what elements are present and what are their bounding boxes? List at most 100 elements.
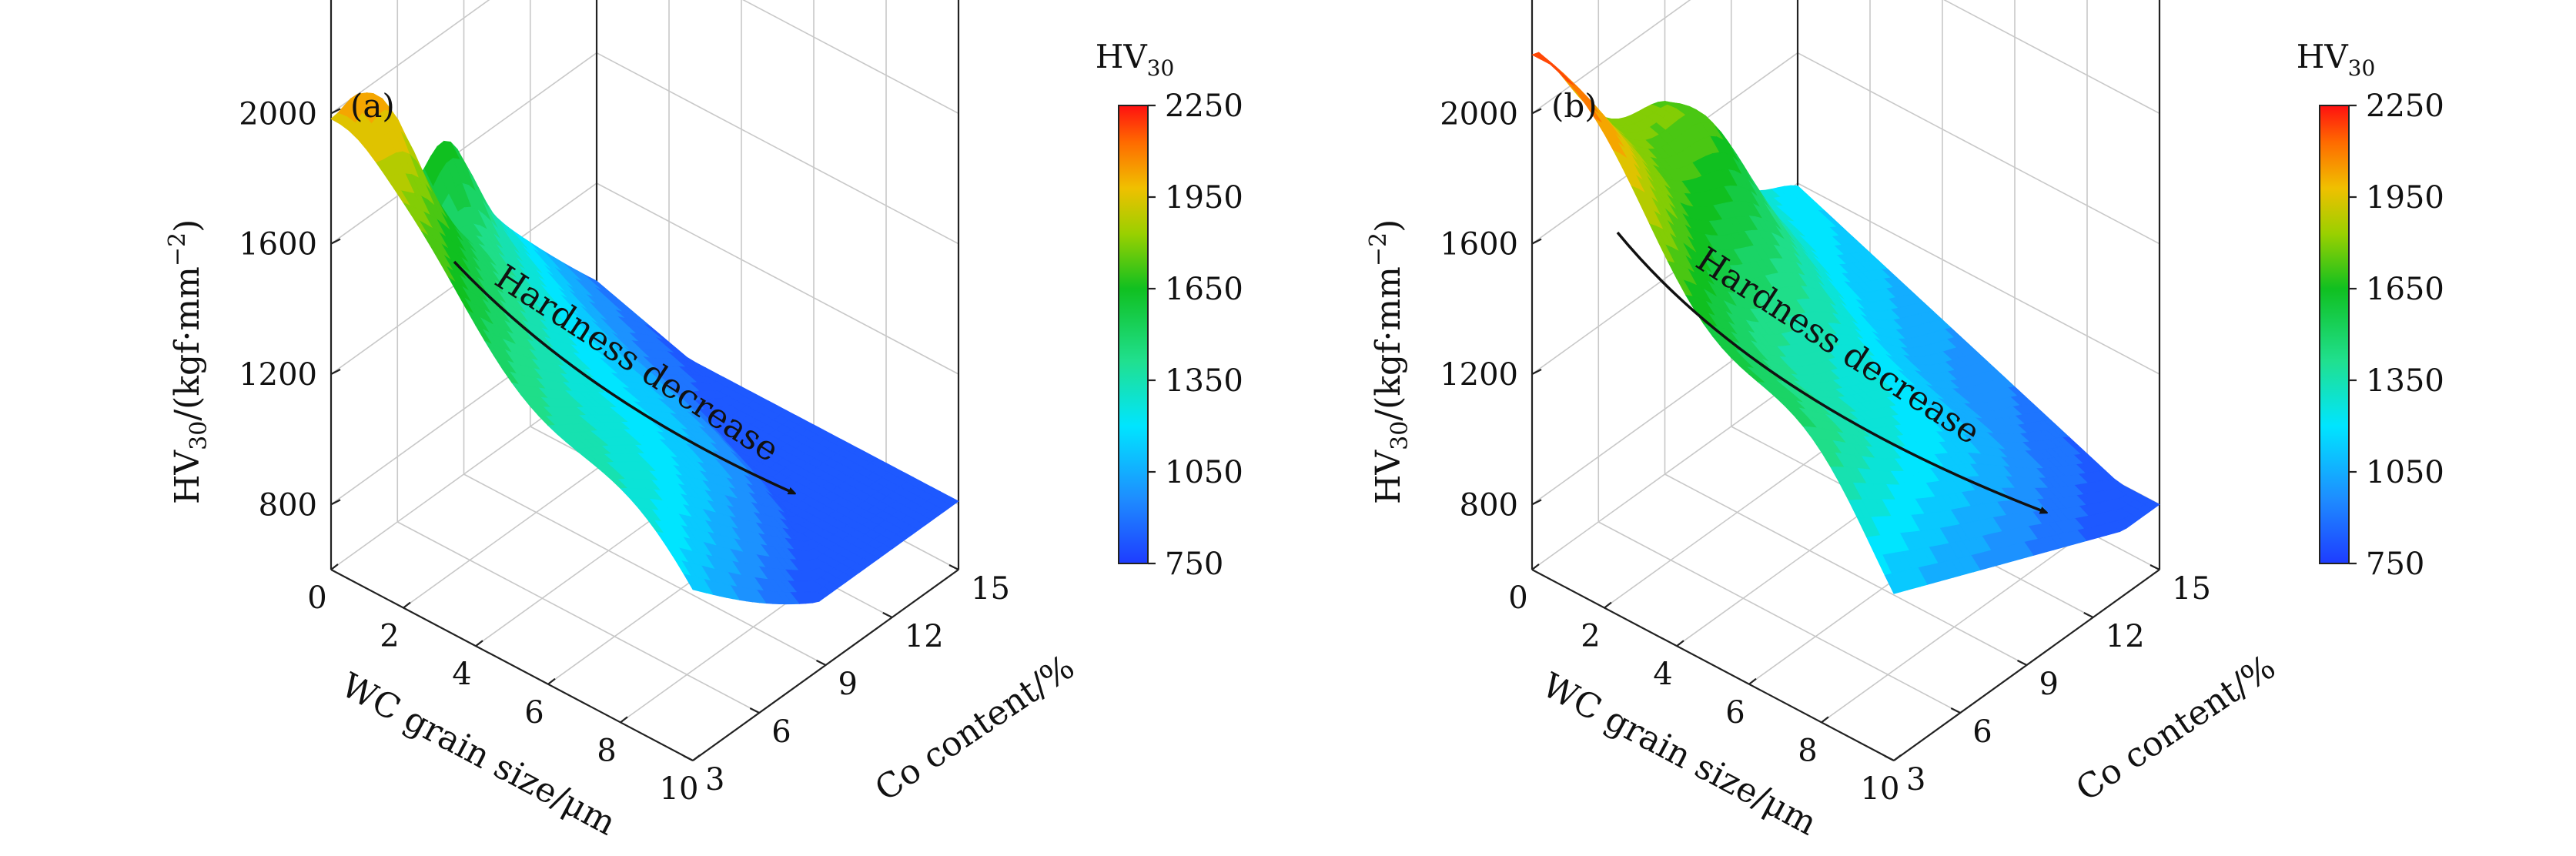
panel-a-trend-arrow <box>453 260 793 493</box>
panel-a-axes-box <box>330 0 960 761</box>
panel-b-surface <box>1531 52 2160 594</box>
grid-line <box>1664 473 2027 666</box>
x-tick-label: 6 <box>524 695 544 731</box>
x-tick-label: 10 <box>1861 771 1900 807</box>
x-tick-label: 6 <box>1725 695 1745 731</box>
grid-line <box>1943 0 2160 115</box>
panel-a-colorbar-ticks: 2250 1950 1650 1350 1050 750 <box>1148 89 1243 582</box>
grid-line <box>1597 521 1961 714</box>
panel-a-x-axis-title: WC grain size/μm <box>335 666 622 844</box>
z-tick-label: 800 <box>259 487 317 523</box>
y-tick-mark <box>1884 755 1895 761</box>
panel-b-trend-arrow <box>1616 231 2045 512</box>
x-tick-label: 0 <box>307 580 326 616</box>
colorbar-tick-label: 750 <box>2366 547 2424 582</box>
panel-b: Hardness decrease (b) HV30/(kgf·mm−2) 80… <box>1365 0 2444 843</box>
colorbar-tick-label: 1650 <box>1165 272 1243 307</box>
x-tick-mark <box>1893 754 1902 761</box>
x-tick-label: 2 <box>380 619 399 654</box>
panel-a-surface <box>330 92 959 605</box>
surface-patch <box>683 573 701 592</box>
colorbar-tick-label: 1650 <box>2366 272 2444 307</box>
z-tick-label: 2000 <box>239 96 317 132</box>
z-tick-label: 1200 <box>239 357 317 393</box>
panel-a-colorbar-title: HV30 <box>1096 38 1175 81</box>
x-tick-mark <box>1821 716 1829 724</box>
colorbar-tick-label: 2250 <box>2366 89 2444 124</box>
grid-line <box>463 473 826 666</box>
colorbar-tick-label: 2250 <box>1165 89 1243 124</box>
x-tick-mark <box>1676 640 1684 647</box>
colorbar-tick-label: 1950 <box>1165 180 1243 216</box>
x-tick-mark <box>547 677 556 685</box>
z-tick-mark <box>330 499 341 506</box>
surface-patch <box>1558 72 1575 87</box>
panel-b-y-axis-title: Co content/% <box>2069 647 2283 809</box>
panel-b-colorbar: HV30 2250 1950 1650 1350 1050 750 <box>2297 38 2444 582</box>
y-tick-mark <box>1950 707 1961 714</box>
y-tick-label: 15 <box>2172 571 2211 607</box>
z-tick-mark <box>330 108 341 115</box>
panel-a-x-ticks: 0 2 4 6 8 10 <box>307 563 701 807</box>
colorbar-tick-label: 1350 <box>2366 363 2444 399</box>
colorbar-tick-label: 1350 <box>1165 363 1243 399</box>
panel-b-z-axis-title: HV30/(kgf·mm−2) <box>1365 219 1413 504</box>
x-tick-mark <box>620 716 628 724</box>
x-tick-mark <box>475 640 483 647</box>
panel-b-colorbar-ticks: 2250 1950 1650 1350 1050 750 <box>2349 89 2444 582</box>
panel-a-label: (a) <box>350 87 395 125</box>
z-tick-label: 2400 <box>239 0 317 2</box>
x-tick-mark <box>1748 677 1757 685</box>
z-tick-label: 1200 <box>1440 357 1518 393</box>
y-tick-label: 12 <box>2106 619 2145 654</box>
z-tick-label: 800 <box>1460 487 1518 523</box>
surface-patch <box>1550 64 1567 78</box>
z-tick-label: 1600 <box>1440 227 1518 262</box>
grid-line <box>1797 52 2160 245</box>
panel-a-colorbar-gradient <box>1118 105 1149 564</box>
panel-b-x-ticks: 0 2 4 6 8 10 <box>1508 563 1902 807</box>
x-tick-label: 0 <box>1508 580 1527 616</box>
x-tick-mark <box>403 601 411 609</box>
panel-b-colorbar-gradient <box>2319 105 2350 564</box>
panel-b-y-ticks: 3 6 9 12 15 <box>1884 564 2211 797</box>
grid-line <box>1797 182 2160 375</box>
colorbar-tick-label: 750 <box>1165 547 1223 582</box>
y-tick-label: 3 <box>1906 762 1925 797</box>
colorbar-tick-label: 1050 <box>2366 455 2444 490</box>
x-tick-label: 4 <box>452 657 471 692</box>
z-tick-mark <box>1531 499 1542 506</box>
y-tick-label: 3 <box>705 762 724 797</box>
panel-b-z-ticks: 800 1200 1600 2000 2400 <box>1440 0 1542 523</box>
y-tick-mark <box>882 612 893 618</box>
y-tick-mark <box>749 707 760 714</box>
panel-a-z-axis-title: HV30/(kgf·mm−2) <box>164 219 212 504</box>
y-tick-label: 12 <box>905 619 944 654</box>
z-tick-mark <box>1531 238 1542 245</box>
y-tick-label: 6 <box>771 714 791 750</box>
x-tick-mark <box>1604 601 1612 609</box>
y-tick-label: 15 <box>971 571 1010 607</box>
z-tick-label: 1600 <box>239 227 317 262</box>
panel-a-y-axis-title: Co content/% <box>868 647 1082 809</box>
y-tick-mark <box>948 564 959 570</box>
z-tick-mark <box>330 369 341 375</box>
y-tick-mark <box>683 755 694 761</box>
x-tick-label: 4 <box>1653 657 1672 692</box>
x-axis-line <box>1531 569 1895 761</box>
z-tick-mark <box>1531 369 1542 375</box>
y-tick-label: 9 <box>838 667 858 702</box>
x-tick-label: 8 <box>1798 733 1817 768</box>
surface-patch <box>1884 573 1902 594</box>
panel-a-y-ticks: 3 6 9 12 15 <box>683 564 1010 797</box>
x-tick-mark <box>330 563 339 570</box>
x-tick-label: 8 <box>597 733 616 768</box>
y-tick-mark <box>2149 564 2160 570</box>
z-tick-mark <box>1531 108 1542 115</box>
x-tick-label: 10 <box>660 771 699 807</box>
panel-a-z-ticks: 800 1200 1600 2000 2400 <box>239 0 341 523</box>
colorbar-tick-label: 1950 <box>2366 180 2444 216</box>
panel-a: Hardness decrease (a) HV30/(kgf·mm−2) 80… <box>164 0 1243 843</box>
panel-b-x-axis-title: WC grain size/μm <box>1536 666 1823 844</box>
